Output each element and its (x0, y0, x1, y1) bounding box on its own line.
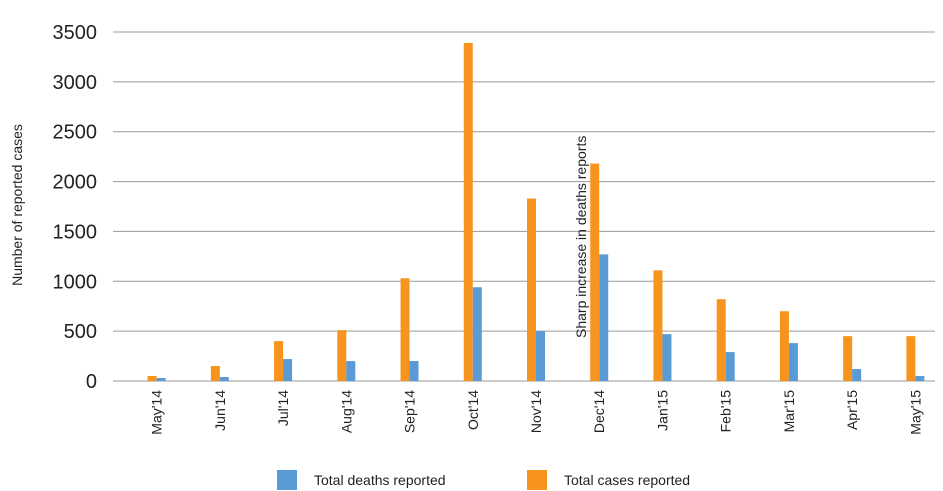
annotation-sharp-increase: Sharp increase in deaths reports (573, 136, 589, 338)
bar-cases (337, 330, 347, 381)
bar-cases (653, 270, 663, 381)
bar-cases (590, 163, 600, 381)
bar-deaths (346, 361, 356, 381)
x-tick-label: Aug'14 (338, 390, 354, 433)
x-tick-label: May'15 (907, 390, 923, 435)
legend-label: Total deaths reported (314, 472, 446, 488)
bar-deaths (219, 377, 229, 381)
legend-swatch (527, 470, 547, 490)
y-tick-label: 1500 (53, 221, 98, 243)
bar-deaths (409, 361, 419, 381)
y-tick-label: 1000 (53, 271, 98, 293)
gridlines (113, 31, 935, 382)
bar-cases (274, 341, 284, 381)
x-tick-label: Feb'15 (718, 390, 734, 433)
bar-cases (527, 198, 536, 381)
y-axis-title: Number of reported cases (9, 124, 25, 286)
bar-cases (463, 42, 473, 382)
bar-deaths (599, 254, 609, 381)
y-tick-label: 3000 (53, 72, 98, 94)
bar-deaths (662, 334, 672, 381)
x-tick-label: Jan'15 (654, 390, 670, 431)
bar-deaths (283, 359, 293, 381)
y-axis-ticks: 0 500 1000 1500 2000 2500 3000 3500 (53, 22, 98, 393)
bar-deaths (788, 343, 798, 381)
legend-swatch (277, 470, 297, 490)
bars (147, 42, 925, 382)
bar-cases (779, 311, 789, 381)
x-tick-label: Mar'15 (781, 390, 797, 433)
bar-cases (843, 336, 853, 381)
x-tick-label: May'14 (149, 390, 165, 435)
x-tick-label: Sep'14 (402, 390, 418, 433)
bar-deaths (915, 376, 925, 381)
bar-cases (147, 376, 157, 381)
bar-deaths (536, 331, 545, 381)
bar-deaths (156, 378, 166, 381)
x-tick-label: Oct'14 (465, 390, 481, 430)
x-tick-label: Apr'15 (844, 390, 860, 430)
legend: Total deaths reported Total cases reporte… (277, 470, 690, 490)
x-tick-label: Nov'14 (528, 390, 544, 433)
y-tick-label: 500 (64, 321, 97, 343)
y-tick-label: 0 (86, 371, 97, 393)
legend-label: Total cases reported (564, 472, 690, 488)
y-tick-label: 2000 (53, 172, 98, 194)
x-tick-label: Jun'14 (212, 390, 228, 431)
x-axis-ticks: May'14 Jun'14 Jul'14 Aug'14 Sep'14 Oct'14 Nov'… (149, 390, 924, 435)
y-tick-label: 3500 (53, 22, 98, 44)
bar-cases (400, 278, 410, 381)
x-tick-label: Dec'14 (591, 390, 607, 433)
bar-cases (906, 336, 916, 381)
y-tick-label: 2500 (53, 122, 98, 144)
bar-cases (210, 366, 220, 381)
bar-cases (716, 299, 726, 381)
bar-deaths (725, 352, 735, 381)
bar-deaths (852, 369, 862, 381)
bar-deaths (472, 287, 482, 381)
x-tick-label: Jul'14 (275, 390, 291, 426)
